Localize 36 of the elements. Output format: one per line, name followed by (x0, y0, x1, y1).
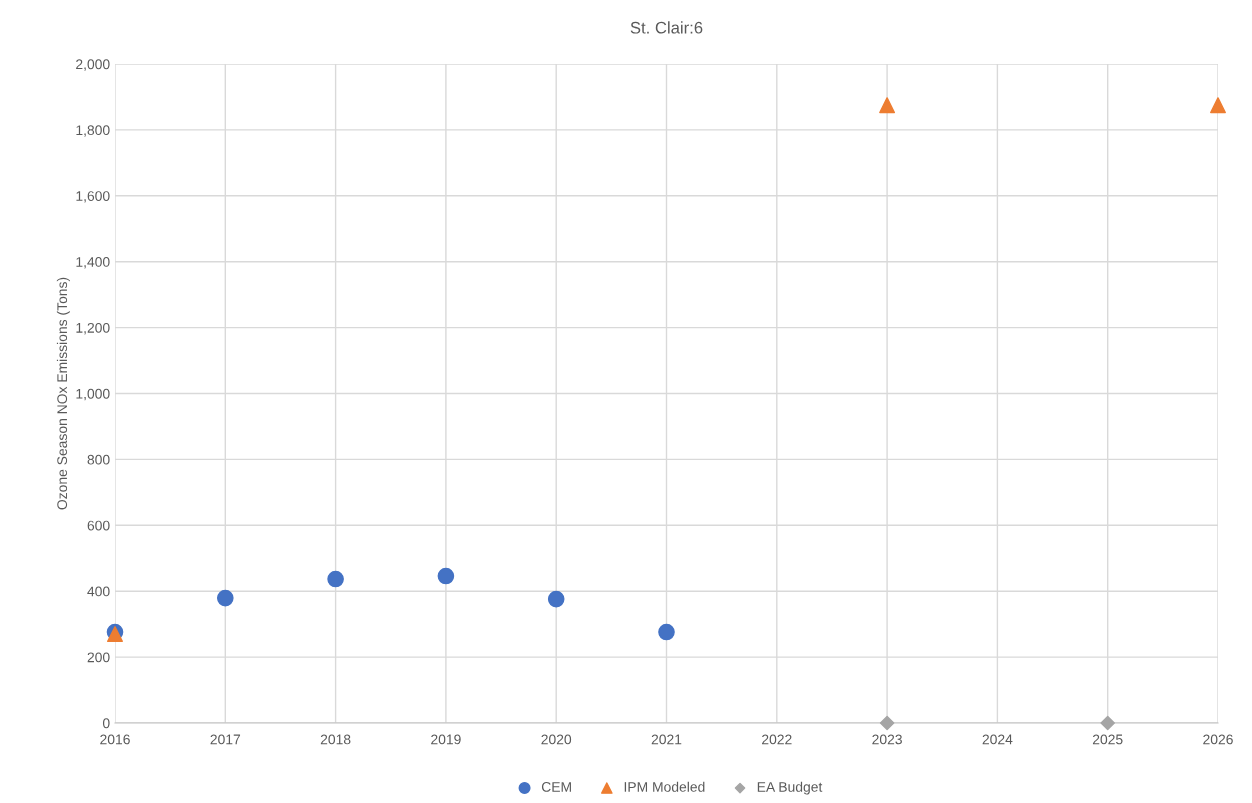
x-tick-label: 2018 (320, 734, 351, 745)
point (547, 590, 565, 608)
legend-label: IPM Modeled (624, 781, 705, 792)
y-tick-label: 2,000 (76, 59, 110, 71)
x-tick-label: 2024 (982, 734, 1013, 745)
y-tick-label: 200 (87, 652, 110, 663)
y-tick-label: 400 (87, 586, 110, 597)
legend-label: CEM (541, 782, 571, 792)
y-tick-label: 600 (87, 520, 110, 531)
y-tick-label: 1,800 (76, 125, 110, 137)
point (1210, 97, 1226, 114)
point (879, 97, 896, 114)
x-tick-label: 2026 (1203, 734, 1233, 745)
point (879, 715, 895, 731)
x-tick-label: 2022 (762, 734, 792, 745)
y-tick-label: 1,400 (76, 257, 110, 269)
x-tick-label: 2019 (431, 734, 461, 745)
y-tick-label: 800 (87, 454, 110, 465)
y-tick-label: 1,000 (76, 388, 110, 401)
point (658, 623, 675, 641)
point (216, 589, 234, 607)
x-tick-label: 2025 (1092, 734, 1123, 745)
x-tick-label: 2016 (100, 734, 130, 745)
y-axis-title: Ozone Season NOx Emissions (Tons) (56, 277, 70, 510)
point (1100, 715, 1115, 731)
x-tick-label: 2023 (872, 734, 902, 745)
legend-label: EA Budget (757, 781, 823, 795)
y-tick-label: 0 (102, 718, 110, 729)
y-tick-label: 1,600 (76, 191, 110, 203)
x-tick-label: 2021 (651, 734, 682, 745)
point (327, 570, 344, 588)
x-tick-label: 2017 (210, 734, 241, 745)
x-tick-label: 2020 (541, 734, 572, 745)
y-tick-label: 1,200 (76, 322, 110, 335)
chart-title: St. Clair:6 (630, 21, 703, 34)
point (437, 567, 455, 585)
